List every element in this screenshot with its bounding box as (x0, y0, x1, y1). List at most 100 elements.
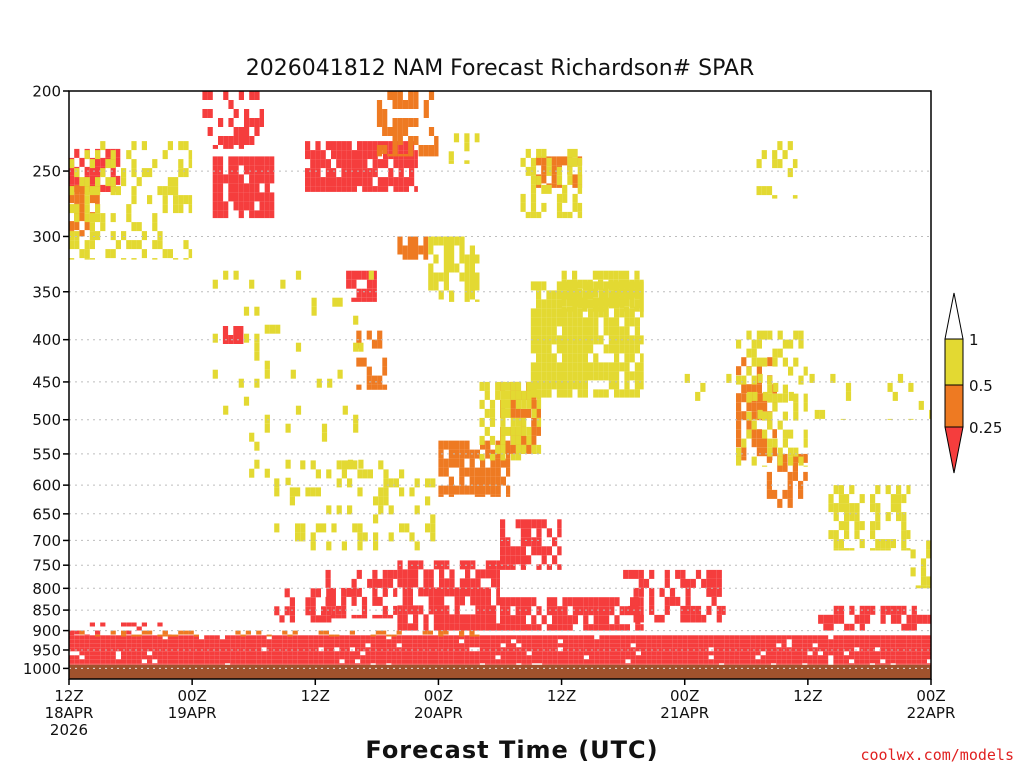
heatmap-cell (355, 635, 361, 640)
heatmap-cell (95, 635, 101, 640)
heatmap-cell (469, 458, 475, 468)
heatmap-cell (329, 663, 335, 665)
heatmap-cell (845, 391, 852, 401)
heatmap-cell (360, 647, 366, 652)
heatmap-cell (582, 344, 588, 354)
heatmap-cell (485, 663, 491, 665)
heatmap-cell (536, 362, 542, 372)
heatmap-cell (667, 659, 673, 664)
heatmap-cell (454, 587, 460, 597)
heatmap-cell (500, 546, 506, 556)
heatmap-cell (630, 659, 636, 664)
heatmap-cell (572, 157, 578, 167)
heatmap-cell (417, 663, 423, 665)
heatmap-cell (375, 639, 381, 644)
heatmap-cell (603, 362, 609, 372)
heatmap-cell (562, 380, 568, 390)
heatmap-cell (330, 596, 336, 606)
heatmap-cell (353, 414, 359, 424)
heatmap-cell (562, 308, 568, 318)
heatmap-cell (465, 614, 471, 624)
heatmap-cell (505, 390, 511, 400)
x-tick-label: 00Z (670, 687, 699, 705)
heatmap-cell (500, 597, 506, 607)
heatmap-cell (251, 663, 257, 665)
heatmap-cell (515, 624, 521, 631)
heatmap-cell (788, 339, 794, 349)
ground-fill (69, 664, 931, 679)
heatmap-cell (407, 605, 413, 615)
heatmap-cell (313, 663, 319, 665)
heatmap-cell (105, 651, 111, 656)
heatmap-cell (396, 639, 402, 644)
heatmap-cell (724, 655, 730, 660)
heatmap-cell (407, 623, 413, 631)
heatmap-cell (219, 639, 225, 644)
heatmap-cell (583, 635, 589, 640)
heatmap-cell (277, 647, 283, 652)
heatmap-cell (386, 643, 392, 648)
heatmap-cell (383, 150, 389, 160)
heatmap-cell (797, 651, 803, 656)
heatmap-cell (604, 655, 610, 660)
heatmap-cell (677, 659, 683, 664)
heatmap-cell (772, 348, 778, 358)
heatmap-cell (310, 186, 316, 192)
heatmap-cell (228, 335, 234, 344)
heatmap-cell (115, 659, 121, 664)
heatmap-cell (562, 353, 568, 363)
heatmap-cell (287, 639, 293, 644)
heatmap-cell (240, 659, 246, 664)
heatmap-cell (329, 651, 335, 656)
heatmap-cell (526, 408, 532, 418)
heatmap-cell (772, 438, 778, 448)
heatmap-cell (885, 485, 891, 495)
heatmap-cell (916, 651, 922, 656)
heatmap-cell (608, 326, 614, 336)
heatmap-cell (285, 477, 291, 486)
heatmap-cell (526, 639, 532, 644)
heatmap-cell (173, 651, 179, 656)
heatmap-cell (628, 605, 634, 615)
heatmap-cell (178, 630, 184, 635)
heatmap-cell (869, 639, 875, 644)
heatmap-cell (577, 279, 583, 289)
heatmap-cell (568, 639, 574, 644)
heatmap-cell (100, 213, 106, 223)
heatmap-cell (131, 647, 137, 652)
heatmap-cell (479, 381, 485, 391)
heatmap-cell (439, 614, 445, 624)
heatmap-cell (271, 639, 277, 644)
heatmap-cell (339, 639, 345, 644)
heatmap-cell (454, 623, 460, 631)
heatmap-cell (672, 659, 678, 664)
heatmap-cell (207, 91, 213, 100)
heatmap-cell (95, 204, 101, 214)
heatmap-cell (474, 659, 480, 664)
heatmap-cell (167, 141, 173, 151)
heatmap-cell (572, 344, 578, 354)
heatmap-cell (464, 299, 470, 302)
heatmap-cell (772, 393, 778, 403)
heatmap-cell (684, 373, 690, 383)
heatmap-cell (259, 165, 265, 175)
heatmap-cell (448, 639, 454, 644)
heatmap-cell (803, 471, 808, 481)
heatmap-cell (521, 651, 527, 656)
heatmap-cell (511, 651, 517, 656)
heatmap-cell (381, 659, 387, 664)
heatmap-cell (901, 512, 907, 522)
heatmap-cell (292, 639, 298, 644)
heatmap-cell (562, 156, 568, 166)
heatmap-cell (812, 659, 818, 664)
heatmap-cell (464, 467, 470, 477)
heatmap-cell (563, 659, 569, 664)
heatmap-cell (844, 494, 850, 504)
heatmap-cell (767, 357, 773, 367)
heatmap-cell (594, 663, 600, 665)
heatmap-cell (797, 663, 803, 665)
heatmap-cell (823, 639, 829, 644)
heatmap-cell (341, 186, 347, 192)
credit-link[interactable]: coolwx.com/models (860, 746, 1014, 764)
heatmap-cell (618, 270, 624, 280)
